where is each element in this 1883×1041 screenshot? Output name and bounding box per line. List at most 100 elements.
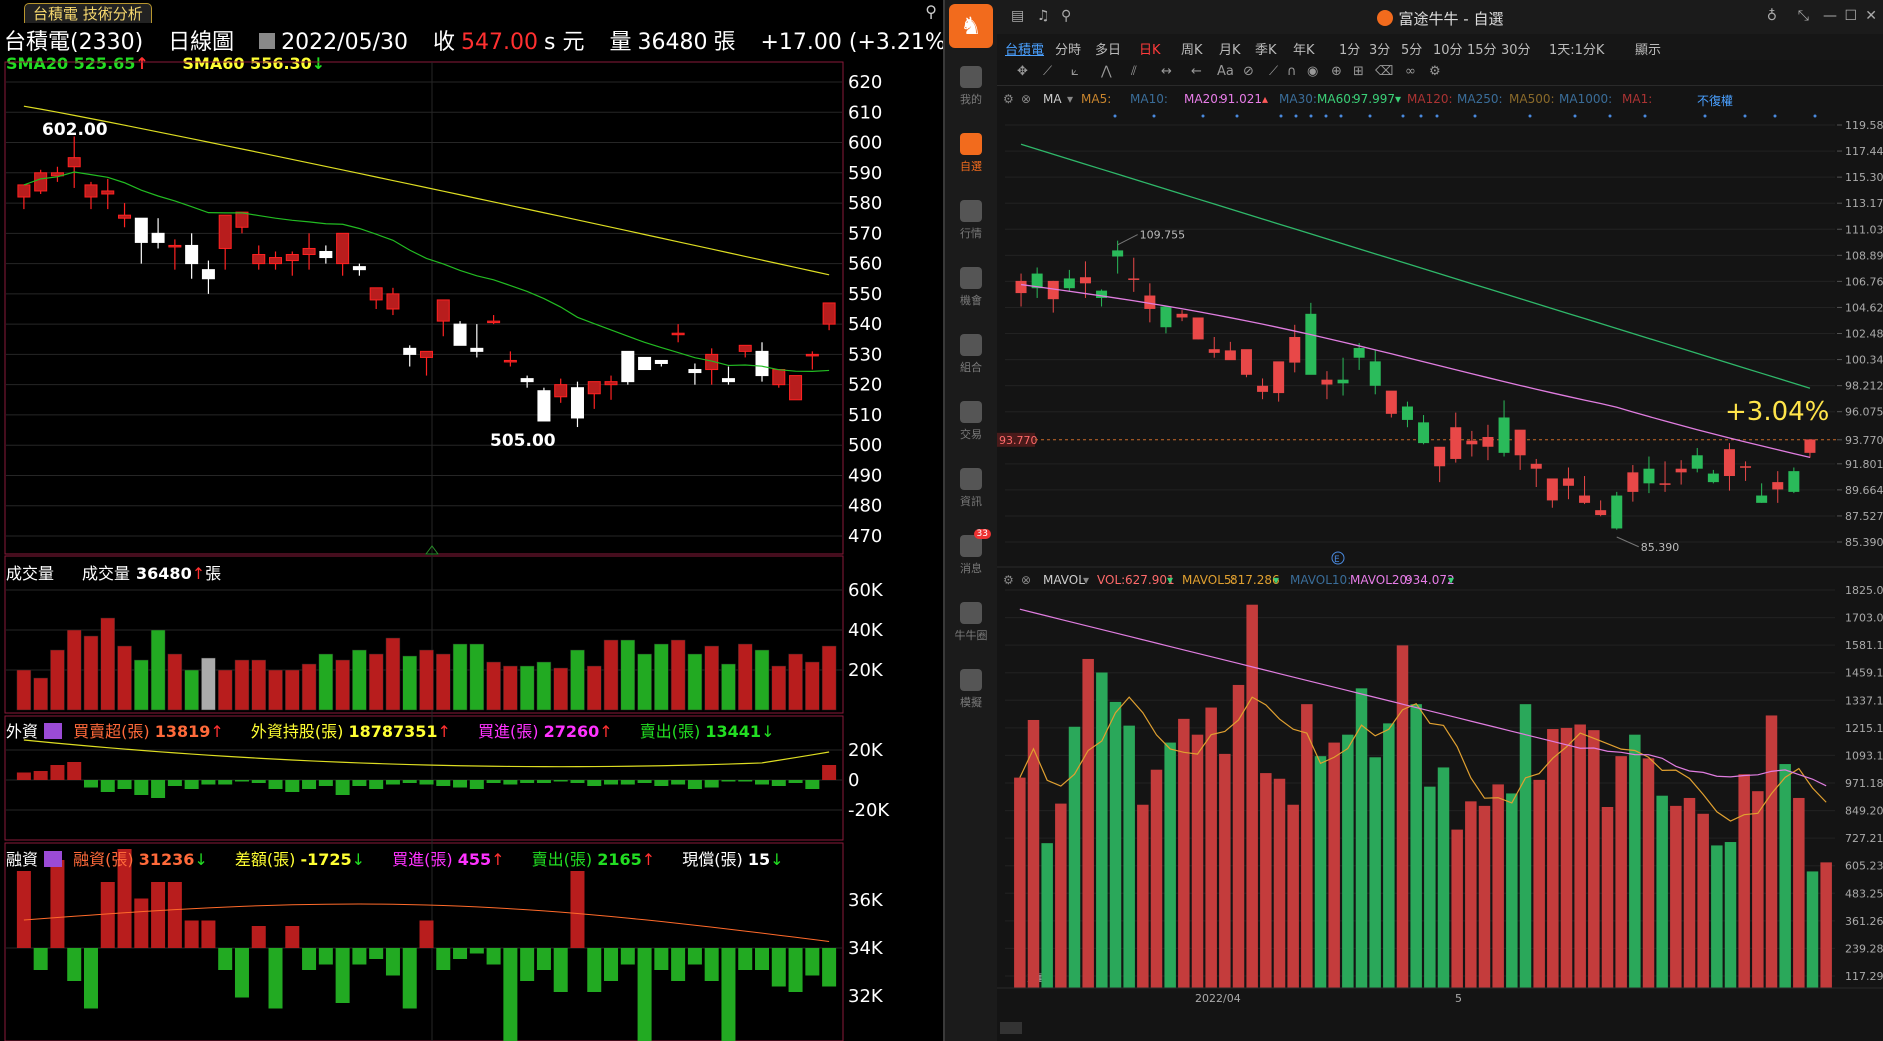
ray-tool-icon[interactable]: ⟀ [1071, 64, 1079, 79]
volume-bar [1246, 604, 1258, 988]
brush-icon[interactable]: ⊘ [1243, 64, 1254, 79]
sidebar-item-1[interactable]: 自選 [945, 133, 997, 174]
vol-tick: 1459.12 [1845, 667, 1883, 680]
sidebar-item-3[interactable]: 機會 [945, 267, 997, 308]
shirt-icon[interactable]: ♁ [1766, 8, 1777, 24]
timeframe-5[interactable]: 月K [1219, 43, 1241, 58]
arrow-tool-icon[interactable]: ← [1191, 64, 1202, 79]
chevron-down-icon[interactable]: ▾ [1067, 92, 1074, 106]
sidebar-item-6[interactable]: 資訊 [945, 468, 997, 509]
volume-bar [285, 669, 300, 711]
line-tool-icon[interactable]: ⟋ [1043, 64, 1053, 79]
margin-bar [67, 948, 82, 981]
list-icon[interactable] [44, 722, 63, 739]
foreign-bar [755, 780, 770, 785]
channel-tool-icon[interactable]: ⫽ [1131, 64, 1137, 79]
timeframe-0[interactable]: 台積電 [1005, 43, 1045, 58]
menu-icon[interactable]: ▤ [1011, 8, 1025, 24]
high-annotation: 602.00 [42, 120, 108, 140]
link-icon[interactable]: ∞ [1405, 64, 1416, 79]
pencil-icon[interactable]: ⟋ [1269, 64, 1279, 79]
earnings-marker [1331, 551, 1345, 565]
layer-icon[interactable]: ⊞ [1353, 64, 1364, 79]
window-divider[interactable] [943, 0, 945, 1041]
adjust-dropdown[interactable]: 不復權 [1697, 94, 1734, 108]
chart-type[interactable]: 日線圖 [168, 30, 235, 55]
settings-icon[interactable]: ⚙ [1429, 64, 1441, 79]
bell-icon[interactable]: ♫ [1037, 8, 1050, 24]
timeframe-7[interactable]: 年K [1293, 43, 1315, 58]
settings-icon[interactable]: ⚙ [1003, 92, 1014, 106]
high-annotation: 109.755 [1140, 229, 1186, 242]
wave-tool-icon[interactable]: ⋀ [1101, 64, 1112, 79]
foreign-bar [436, 780, 451, 786]
candle-body [1063, 278, 1075, 289]
search-icon[interactable]: ⚲ [925, 2, 937, 21]
trash-icon[interactable]: ⌫ [1375, 64, 1394, 79]
vol-tick: 727.21 [1845, 832, 1883, 845]
ma-selector[interactable]: MA [1043, 92, 1062, 106]
tech-analysis-tab[interactable]: 台積電 技術分析 [24, 3, 152, 23]
measure-icon[interactable]: ↔ [1161, 64, 1172, 79]
timeframe-13[interactable]: 30分 [1501, 43, 1531, 58]
sidebar-item-2[interactable]: 行情 [945, 200, 997, 241]
minimize-icon[interactable]: — [1823, 8, 1837, 24]
timeframe-2[interactable]: 多日 [1095, 43, 1122, 58]
magnet-icon[interactable]: ∩ [1287, 64, 1297, 79]
timeframe-10[interactable]: 5分 [1401, 43, 1423, 58]
maximize-icon[interactable]: ☐ [1844, 8, 1857, 24]
eye-icon[interactable]: ◉ [1307, 64, 1319, 79]
stock-name: 台積電(2330) [4, 30, 144, 55]
volume-bar [805, 661, 820, 711]
sidebar-item-8[interactable]: 牛牛圈 [945, 602, 997, 643]
close-icon[interactable]: ⊗ [1021, 92, 1032, 106]
volume-bar [452, 643, 468, 711]
close-icon[interactable]: ✕ [1865, 8, 1877, 24]
chevron-down-icon[interactable]: ▾ [1083, 573, 1090, 587]
timeframe-12[interactable]: 15分 [1467, 43, 1497, 58]
crosshair-icon[interactable]: ✥ [1017, 64, 1028, 79]
timeframe-9[interactable]: 3分 [1369, 43, 1391, 58]
nav-icon [960, 66, 982, 88]
timeframe-11[interactable]: 10分 [1433, 43, 1463, 58]
candle-body [1434, 446, 1446, 467]
mavol-selector[interactable]: MAVOL [1043, 573, 1085, 587]
close-icon[interactable]: ⊗ [1021, 573, 1032, 587]
sidebar-item-9[interactable]: 模擬 [945, 669, 997, 710]
foreign-sell-label: 賣出(張) [639, 722, 701, 741]
lock-icon[interactable]: ⊕ [1331, 64, 1342, 79]
foreign-bar [352, 780, 367, 786]
text-tool-icon[interactable]: Aa [1217, 64, 1234, 79]
list-icon[interactable] [44, 850, 63, 867]
timeframe-14[interactable]: 1天:1分K [1549, 43, 1605, 58]
foreign-bar [469, 780, 484, 789]
volume-bar [687, 653, 703, 711]
volume-bar [1287, 804, 1299, 988]
shrink-icon[interactable]: ⤡ [1797, 8, 1809, 24]
scroll-handle [1000, 1022, 1022, 1034]
futu-logo[interactable]: ♞ [949, 4, 993, 48]
volume-bar [1765, 715, 1778, 988]
vol-legend: ⚙ ⊗ MAVOL ▾ VOL: 627.901 ▾ MAVOL5: 817.2… [997, 568, 1883, 590]
timeframe-15[interactable]: 顯示 [1635, 43, 1662, 58]
timeframe-4[interactable]: 周K [1181, 43, 1203, 58]
foreign-bar [318, 780, 333, 786]
sidebar-item-4[interactable]: 組合 [945, 334, 997, 375]
timeframe-1[interactable]: 分時 [1055, 43, 1082, 58]
timeframe-3[interactable]: 日K [1139, 43, 1161, 58]
timeframe-8[interactable]: 1分 [1339, 43, 1361, 58]
timeframe-6[interactable]: 季K [1255, 43, 1277, 58]
checkbox-icon[interactable] [259, 33, 276, 49]
settings-icon[interactable]: ⚙ [1003, 573, 1014, 587]
search-icon[interactable]: ⚲ [1061, 8, 1072, 24]
price-tick: 510 [848, 405, 882, 426]
margin-bar [16, 871, 31, 948]
sidebar-item-0[interactable]: 我的 [945, 66, 997, 107]
sidebar-item-7[interactable]: 33 消息 [945, 529, 997, 576]
vol-label: VOL: [1097, 573, 1126, 587]
ma-dot [1152, 114, 1156, 118]
price-tick: 570 [848, 223, 882, 244]
sidebar-item-5[interactable]: 交易 [945, 401, 997, 442]
candle-body [1562, 478, 1574, 486]
price-tick: 500 [848, 435, 882, 456]
